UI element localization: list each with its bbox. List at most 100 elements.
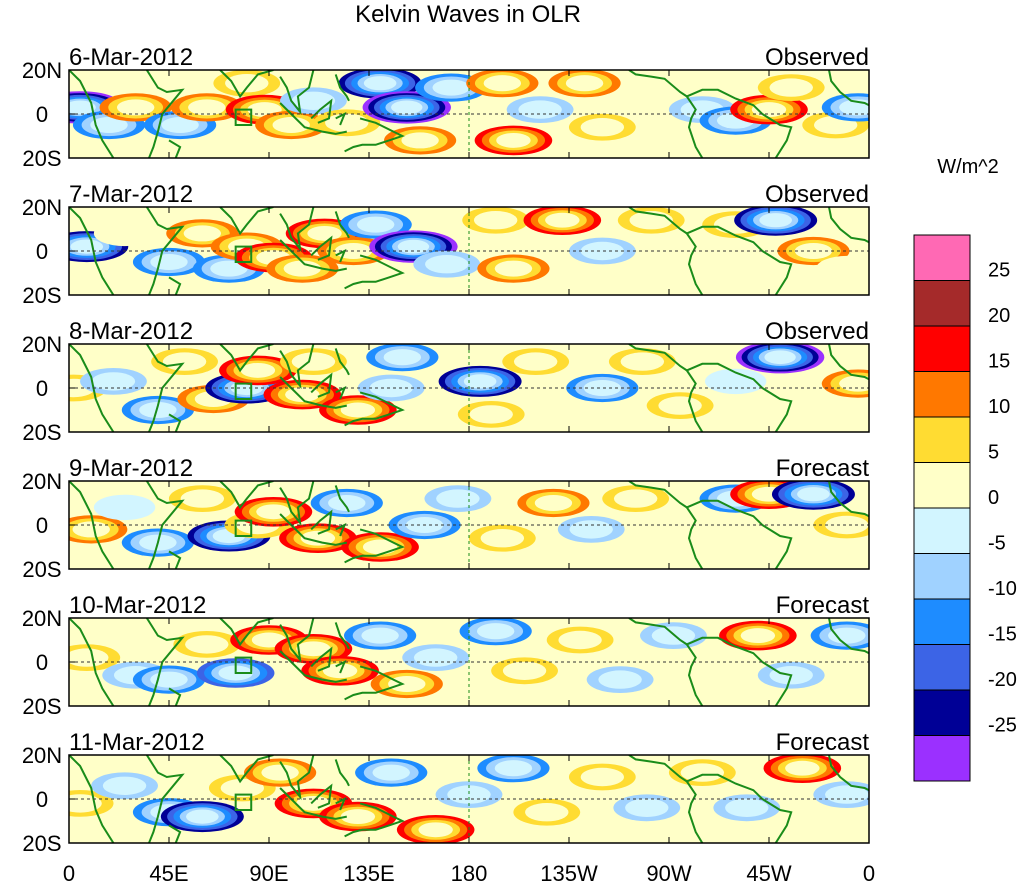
anomaly-cell <box>162 352 207 371</box>
map-panels: 6-Mar-2012 Observed 20N 0 20S 7-Mar-2012 Obser… <box>22 44 870 856</box>
anomaly-cell <box>483 75 522 92</box>
x-tick-label: 180 <box>451 861 488 886</box>
coastline <box>828 618 869 655</box>
coastline <box>279 787 347 820</box>
coastline <box>145 70 185 158</box>
coastline <box>334 622 350 650</box>
coastline <box>145 481 185 569</box>
colorbar-box <box>913 416 971 463</box>
coastline <box>335 385 347 400</box>
y-tick-label: 0 <box>36 513 48 538</box>
coastline <box>279 70 315 116</box>
coastline <box>686 636 793 706</box>
anomaly-cell <box>413 648 458 667</box>
coastline <box>219 70 274 99</box>
coastline <box>168 824 182 843</box>
y-tick-label: 20S <box>22 146 61 171</box>
panel-date: 8-Mar-2012 <box>69 318 193 345</box>
colorbar-box <box>913 234 971 281</box>
y-tick-label: 20N <box>22 195 62 220</box>
map-panel: 10-Mar-2012 Forecast 20N 0 20S <box>22 592 870 719</box>
region-box <box>234 245 253 264</box>
colorbar-box <box>913 462 971 509</box>
coastline <box>145 755 185 843</box>
y-tick-label: 20N <box>22 332 62 357</box>
anomaly-cell <box>625 798 669 817</box>
anomaly-cell <box>494 260 533 277</box>
anomaly-cell <box>307 225 342 241</box>
anomaly-cell <box>558 630 602 650</box>
anomaly-cell <box>580 767 625 787</box>
colorbar-box <box>913 735 971 782</box>
coastline <box>219 755 274 784</box>
coastline <box>334 211 350 239</box>
anomaly-cell <box>764 350 796 365</box>
anomaly-cell <box>569 520 613 539</box>
panel-date: 7-Mar-2012 <box>69 181 193 208</box>
panel-status: Forecast <box>776 729 870 756</box>
anomaly-cell <box>613 489 658 508</box>
coastline <box>344 802 405 838</box>
x-tick-label: 45E <box>149 861 188 886</box>
colorbar-box <box>913 553 971 600</box>
panel-date: 10-Mar-2012 <box>69 592 206 619</box>
colorbar-label: -15 <box>988 624 1017 646</box>
anomaly-cell <box>704 368 767 395</box>
coastline <box>219 207 274 236</box>
anomaly-cell <box>102 776 147 795</box>
anomaly-cell <box>740 628 776 644</box>
y-tick-label: 0 <box>36 239 48 264</box>
anomaly-cell <box>447 785 491 804</box>
y-tick-label: 0 <box>36 650 48 675</box>
coastline <box>310 509 333 535</box>
panel-date: 9-Mar-2012 <box>69 455 193 482</box>
x-tick-label: 135E <box>343 861 394 886</box>
y-tick-label: 20N <box>22 606 62 631</box>
anomaly-cell <box>186 809 219 824</box>
colorbar-label: 10 <box>988 396 1010 418</box>
anomaly-cell <box>296 641 331 657</box>
coastline <box>279 207 315 253</box>
coastline <box>219 481 274 510</box>
anomaly-cell <box>272 116 310 134</box>
anomaly-cell <box>283 260 322 277</box>
anomaly-cell <box>116 99 155 116</box>
coastline <box>335 796 347 811</box>
x-axis: 0 45E 90E 135E 180 135W 90W 45W 0 <box>63 861 875 886</box>
coastline <box>344 254 405 290</box>
coastline <box>279 755 315 801</box>
coastline <box>168 139 182 158</box>
anomaly-cell <box>463 374 497 389</box>
anomaly-cell <box>473 211 518 230</box>
anomaly-cell <box>372 764 410 781</box>
anomaly-cell <box>797 487 830 502</box>
anomaly-cell <box>91 372 136 391</box>
anomaly-cell <box>425 255 469 274</box>
panel-date: 11-Mar-2012 <box>69 729 205 756</box>
coastline <box>279 650 347 683</box>
anomaly-cell <box>139 401 177 419</box>
coastline <box>334 485 350 513</box>
anomaly-cell <box>70 239 104 254</box>
coastline <box>279 344 315 390</box>
anomaly-cell <box>502 661 547 680</box>
y-tick-label: 20N <box>22 58 62 83</box>
x-tick-label: 90W <box>646 861 691 886</box>
x-tick-label: 135W <box>540 861 598 886</box>
anomaly-cell <box>383 349 422 366</box>
x-tick-label: 45W <box>746 861 791 886</box>
colorbar-box <box>913 598 971 645</box>
chart-title: Kelvin Waves in OLR <box>355 1 581 28</box>
colorbar-label: -10 <box>988 578 1017 600</box>
anomaly-cell <box>180 489 225 508</box>
anomaly-cell <box>291 352 336 371</box>
anomaly-cell <box>816 255 869 282</box>
coastline <box>334 759 350 787</box>
colorbar-box <box>913 689 971 736</box>
anomaly-cell <box>93 494 156 521</box>
coastline <box>310 646 333 672</box>
anomaly-cell <box>480 529 525 548</box>
anomaly-cell <box>90 116 128 134</box>
anomaly-cell <box>397 239 430 254</box>
